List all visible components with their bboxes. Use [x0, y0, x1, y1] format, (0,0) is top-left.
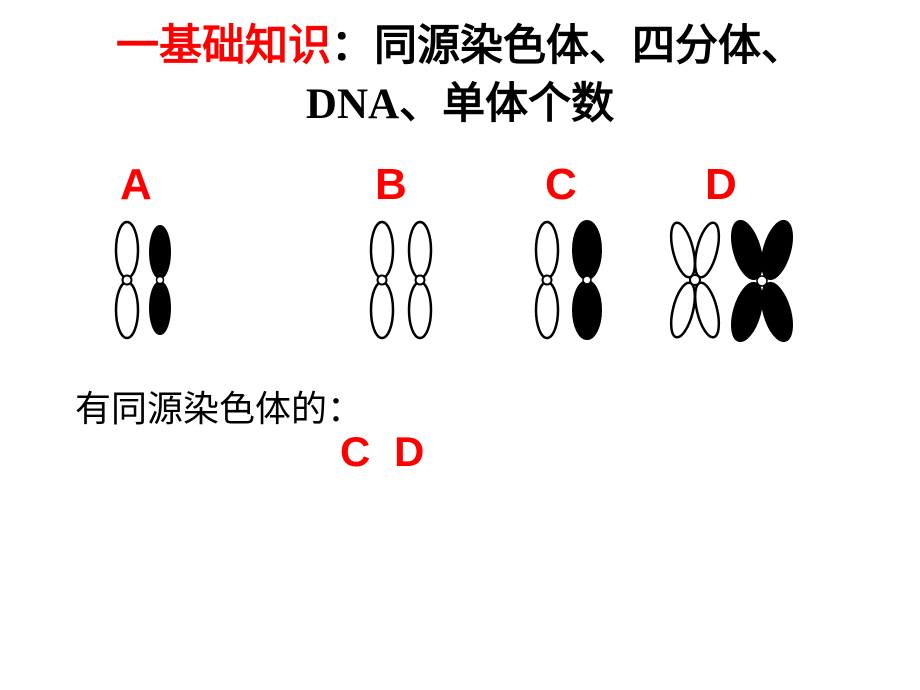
diagram-b [360, 215, 450, 350]
title-line1: 一基础知识：同源染色体、四分体、 [0, 18, 920, 76]
answer-text: C D [340, 428, 430, 476]
title-colon: ： [331, 23, 374, 70]
chromosome-pair-a [105, 215, 195, 345]
diagram-a [105, 215, 195, 350]
chromosome-pair-c [525, 215, 625, 345]
question-text: 有同源染色体的： [75, 380, 363, 432]
title-line2: DNA、单体个数 [0, 76, 920, 134]
diagram-d [665, 215, 810, 350]
title-prefix: 一基础知识 [116, 23, 331, 70]
chromosome-pair-d [665, 215, 810, 345]
label-b: B [375, 160, 407, 210]
diagram-c [525, 215, 625, 350]
title-area: 一基础知识：同源染色体、四分体、 DNA、单体个数 [0, 0, 920, 134]
label-c: C [545, 160, 577, 210]
label-d: D [705, 160, 737, 210]
label-a: A [120, 160, 152, 210]
chromosome-pair-b [360, 215, 450, 345]
title-rest1: 同源染色体、四分体、 [374, 23, 804, 70]
